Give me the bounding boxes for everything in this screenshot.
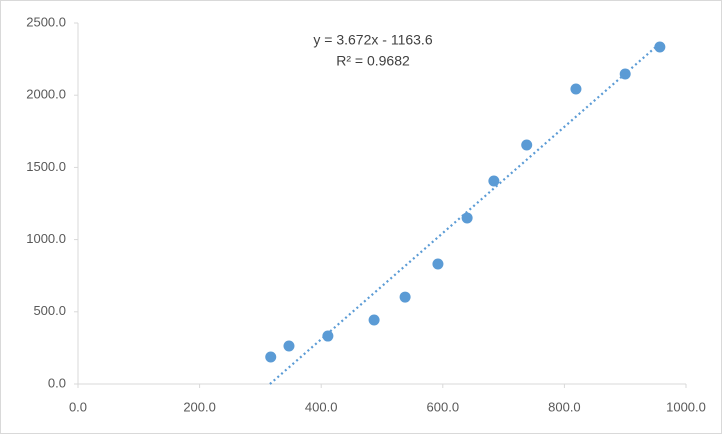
y-tick-label: 1000.0	[26, 231, 66, 246]
point	[570, 83, 582, 95]
point	[399, 291, 411, 303]
point	[283, 340, 295, 352]
point	[368, 314, 380, 326]
point	[432, 258, 444, 270]
x-tick-label: 800.0	[548, 399, 581, 414]
point	[521, 139, 533, 151]
trendline-equation: y = 3.672x - 1163.6	[313, 32, 432, 48]
point	[619, 68, 631, 80]
y-tick-label: 2000.0	[26, 87, 66, 102]
x-tick-label: 400.0	[305, 399, 338, 414]
x-tick-label: 600.0	[427, 399, 460, 414]
point	[488, 175, 500, 187]
point	[322, 330, 334, 342]
point	[461, 212, 473, 224]
x-tick-label: 200.0	[183, 399, 216, 414]
y-tick-label: 1500.0	[26, 159, 66, 174]
y-tick-label: 2500.0	[26, 14, 66, 29]
y-tick-label: 500.0	[33, 303, 66, 318]
x-tick-label: 1000.0	[666, 399, 706, 414]
trendline-r-squared: R² = 0.9682	[336, 53, 410, 69]
y-tick-label: 0.0	[48, 375, 66, 390]
point	[265, 351, 277, 363]
x-tick-label: 0.0	[69, 399, 87, 414]
trendline	[269, 42, 661, 385]
point	[654, 41, 666, 53]
